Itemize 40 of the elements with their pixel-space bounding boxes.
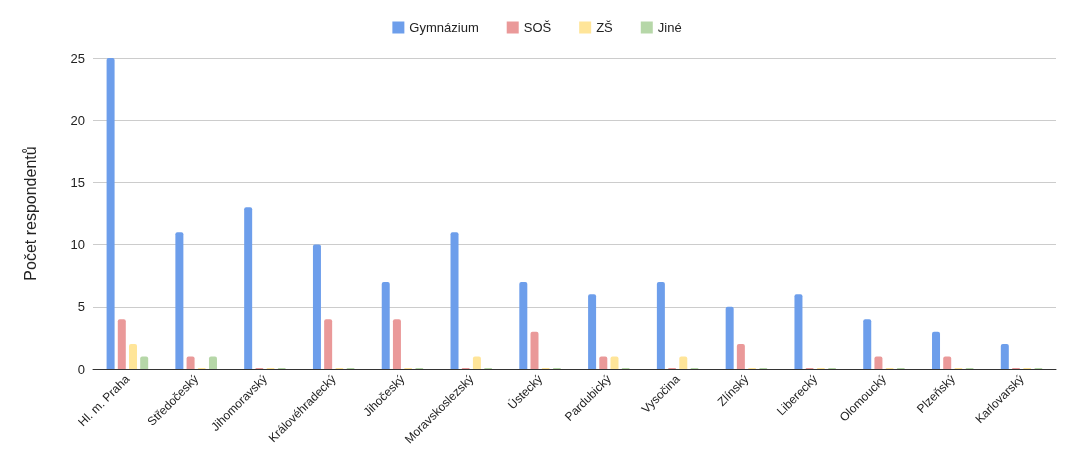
bar: [725, 306, 734, 369]
legend-label: ZŠ: [596, 20, 614, 35]
bar: [1000, 344, 1009, 369]
bar: [186, 356, 195, 369]
y-tick-label: 5: [77, 299, 85, 315]
bar: [117, 319, 126, 369]
bar: [324, 319, 333, 369]
bar: [656, 281, 665, 369]
bar: [140, 356, 149, 369]
bar: [932, 331, 941, 369]
bar: [588, 294, 597, 369]
bar: [392, 319, 401, 369]
bar: [381, 281, 390, 369]
bar: [679, 356, 688, 369]
bar: [175, 232, 184, 369]
bar: [863, 319, 872, 369]
bar: [610, 356, 619, 369]
legend-label: Jiné: [657, 20, 682, 35]
bar: [312, 244, 321, 369]
bar: [599, 356, 608, 369]
bar: [874, 356, 883, 369]
y-tick-label: 10: [70, 237, 85, 253]
bar: [519, 281, 528, 369]
bar: [794, 294, 803, 369]
bar: [736, 344, 745, 369]
bar: [208, 356, 217, 369]
legend-label: SOŠ: [523, 20, 552, 35]
bar: [943, 356, 952, 369]
legend-label: Gymnázium: [409, 20, 479, 35]
bar: [530, 331, 539, 369]
y-axis-title: Počet respondentů: [21, 146, 39, 281]
y-tick-label: 20: [70, 112, 85, 128]
y-tick-label: 15: [70, 174, 85, 190]
bar: [106, 58, 115, 369]
bar: [472, 356, 481, 369]
bar: [244, 207, 253, 369]
bar: [128, 344, 137, 369]
bar: [450, 232, 459, 369]
y-tick-label: 0: [77, 361, 85, 377]
y-tick-label: 25: [70, 50, 85, 66]
